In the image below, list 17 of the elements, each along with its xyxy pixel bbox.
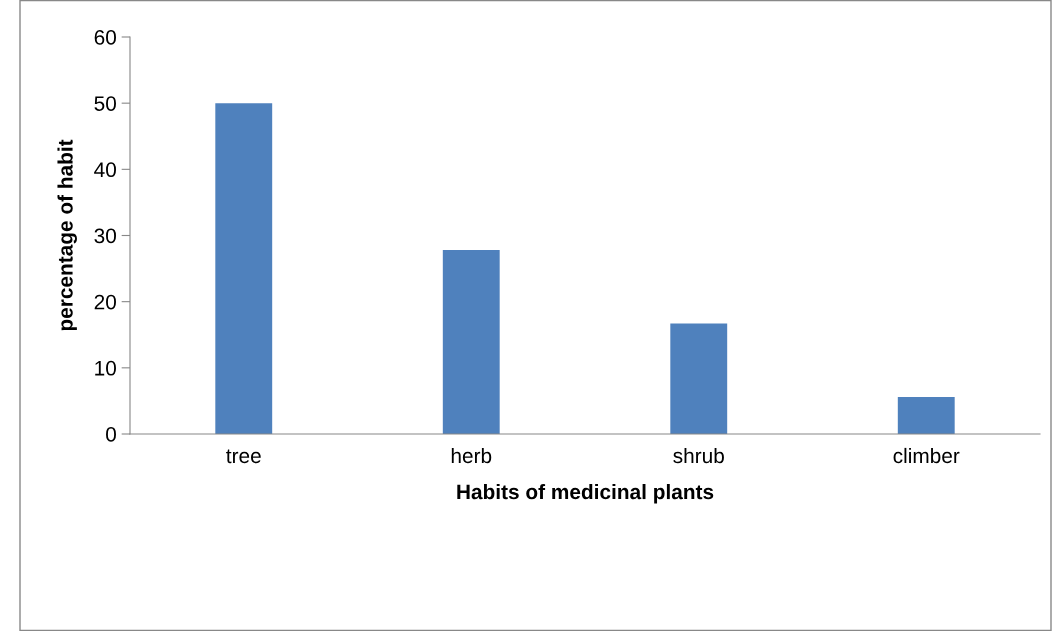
y-tick-label: 0 [106,427,116,442]
x-tick-label: shrub [673,447,724,464]
x-tick-label: herb [451,447,492,464]
bar [215,103,273,434]
y-axis-title: percentage of habit [57,139,77,331]
y-tick-label: 50 [94,96,116,111]
y-tick-label: 10 [95,360,116,376]
x-axis-title: Habits of medicinal plants [457,483,714,504]
bar [670,323,728,434]
y-tick-label: 30 [94,228,116,244]
bar [442,250,500,434]
x-tick-label: tree [226,449,261,464]
x-tick-label: climber [893,447,960,464]
y-tick-label: 20 [94,294,116,310]
y-tick-label: 60 [94,30,116,45]
bar [897,396,955,434]
y-tick-label: 40 [94,162,116,178]
